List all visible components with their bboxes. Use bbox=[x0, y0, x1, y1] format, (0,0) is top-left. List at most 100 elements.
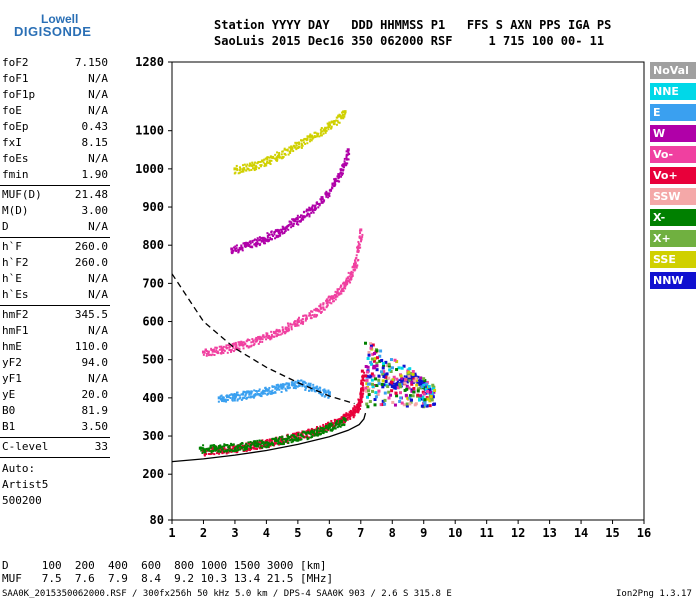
param-value: 7.150 bbox=[74, 56, 108, 69]
trace-point bbox=[293, 321, 296, 324]
trace-point bbox=[350, 278, 353, 281]
trace-point bbox=[241, 442, 244, 445]
trace-point bbox=[328, 391, 331, 394]
trace-point bbox=[293, 382, 296, 385]
trace-point bbox=[324, 423, 327, 426]
trace-point bbox=[414, 374, 417, 377]
trace-point bbox=[346, 162, 349, 165]
trace-point bbox=[310, 317, 313, 320]
trace-point bbox=[230, 450, 233, 453]
echo-point bbox=[391, 400, 395, 404]
trace-point bbox=[234, 247, 237, 250]
trace-point bbox=[289, 149, 292, 152]
trace-point bbox=[283, 438, 286, 441]
trace-point bbox=[254, 161, 257, 164]
param-name: M(D) bbox=[2, 204, 29, 217]
trace-point bbox=[221, 448, 224, 451]
trace-point bbox=[296, 323, 299, 326]
trace-point bbox=[302, 435, 305, 438]
trace-point bbox=[265, 238, 268, 241]
trace-point bbox=[358, 243, 361, 246]
trace-point bbox=[263, 242, 266, 245]
trace-point bbox=[300, 146, 303, 149]
trace-point bbox=[211, 350, 214, 353]
trace-point bbox=[234, 171, 237, 174]
trace-point bbox=[277, 440, 280, 443]
y-tick-label: 900 bbox=[142, 200, 164, 214]
echo-point bbox=[400, 401, 404, 405]
trace-point bbox=[250, 390, 253, 393]
trace-point bbox=[304, 432, 307, 435]
data-point bbox=[337, 173, 341, 177]
trace-point bbox=[235, 391, 238, 394]
trace-point bbox=[272, 444, 275, 447]
trace-point bbox=[328, 301, 331, 304]
echo-point bbox=[373, 357, 377, 361]
echo-point bbox=[413, 403, 417, 407]
trace-point bbox=[355, 254, 358, 257]
trace-point bbox=[261, 340, 264, 343]
param-value: 1.90 bbox=[81, 168, 109, 181]
trace-point bbox=[265, 239, 268, 242]
trace-point bbox=[211, 452, 214, 455]
echo-point bbox=[400, 366, 404, 370]
trace-point bbox=[263, 389, 266, 392]
echo-point bbox=[377, 378, 381, 382]
trace-point bbox=[264, 237, 267, 240]
trace-point bbox=[240, 247, 243, 250]
trace-point bbox=[305, 210, 308, 213]
trace-point bbox=[327, 126, 330, 129]
trace-point bbox=[339, 425, 342, 428]
trace-point bbox=[319, 198, 322, 201]
trace-point bbox=[244, 243, 247, 246]
trace-point bbox=[253, 243, 256, 246]
trace-point bbox=[228, 396, 231, 399]
trace-point bbox=[296, 141, 299, 144]
echo-point bbox=[425, 380, 429, 384]
echo-point bbox=[400, 376, 404, 380]
echo-point bbox=[392, 375, 396, 379]
echo-point bbox=[381, 379, 385, 383]
trace-point bbox=[330, 125, 333, 128]
trace-point bbox=[241, 341, 244, 344]
trace-point bbox=[269, 338, 272, 341]
echo-point bbox=[379, 349, 383, 353]
trace-point bbox=[317, 308, 320, 311]
trace-point bbox=[341, 111, 344, 114]
echo-point bbox=[372, 374, 376, 378]
param-value: N/A bbox=[88, 324, 108, 337]
trace-point bbox=[269, 236, 272, 239]
trace-point bbox=[334, 419, 337, 422]
echo-point bbox=[369, 360, 373, 364]
trace-point bbox=[287, 324, 290, 327]
clevel-row: C-level 33 bbox=[2, 440, 108, 454]
trace-point bbox=[258, 341, 261, 344]
trace-point bbox=[284, 383, 287, 386]
trace-point bbox=[308, 385, 311, 388]
trace-point bbox=[319, 389, 322, 392]
trace-point bbox=[270, 238, 273, 241]
trace-point bbox=[318, 203, 321, 206]
trace-point bbox=[294, 325, 297, 328]
trace-point bbox=[259, 393, 262, 396]
trace-point bbox=[291, 323, 294, 326]
trace-point bbox=[232, 346, 235, 349]
trace-point bbox=[354, 257, 357, 260]
trace-point bbox=[248, 162, 251, 165]
logo-bottom-text: DIGISONDE bbox=[14, 24, 92, 39]
trace-point bbox=[303, 210, 306, 213]
trace-point bbox=[255, 340, 258, 343]
x-tick-label: 7 bbox=[357, 526, 364, 540]
trace-point bbox=[239, 448, 242, 451]
trace-point bbox=[248, 442, 251, 445]
trace-point bbox=[297, 146, 300, 149]
echo-point bbox=[377, 382, 381, 386]
trace-point bbox=[264, 441, 267, 444]
echo-point bbox=[364, 341, 368, 345]
trace-point bbox=[236, 451, 239, 454]
trace-point bbox=[288, 146, 291, 149]
trace-point bbox=[315, 315, 318, 318]
trace-point bbox=[314, 131, 317, 134]
trace-point bbox=[305, 436, 308, 439]
trace-point bbox=[247, 441, 250, 444]
